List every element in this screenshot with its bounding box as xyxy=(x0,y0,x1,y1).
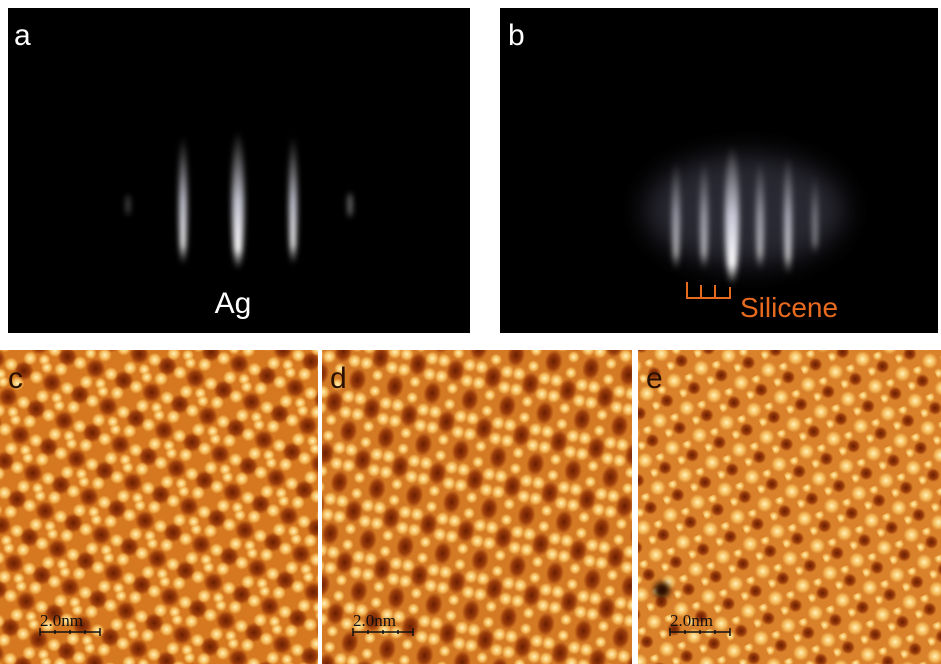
panel-label: b xyxy=(508,19,525,52)
panel-label: a xyxy=(14,19,31,52)
panel-label: c xyxy=(8,362,23,395)
panel-e: e 2.0nm xyxy=(638,350,941,664)
scale-bar-label: 2.0nm xyxy=(353,611,396,630)
panel-a: a Ag xyxy=(8,8,470,333)
panel-d: d 2.0nm xyxy=(322,350,632,664)
panel-c: c 2.0nm xyxy=(0,350,318,664)
annotation: Silicene xyxy=(740,292,838,323)
figure: a Ag b Silicene c 2.0nm d 2.0nm xyxy=(0,0,941,664)
panel-label: d xyxy=(330,362,347,395)
annotation: Ag xyxy=(215,287,252,320)
scale-bar-label: 2.0nm xyxy=(670,611,713,630)
panel-label: e xyxy=(646,362,663,395)
panel-b: b Silicene xyxy=(500,8,938,333)
scale-bar-label: 2.0nm xyxy=(40,611,83,630)
